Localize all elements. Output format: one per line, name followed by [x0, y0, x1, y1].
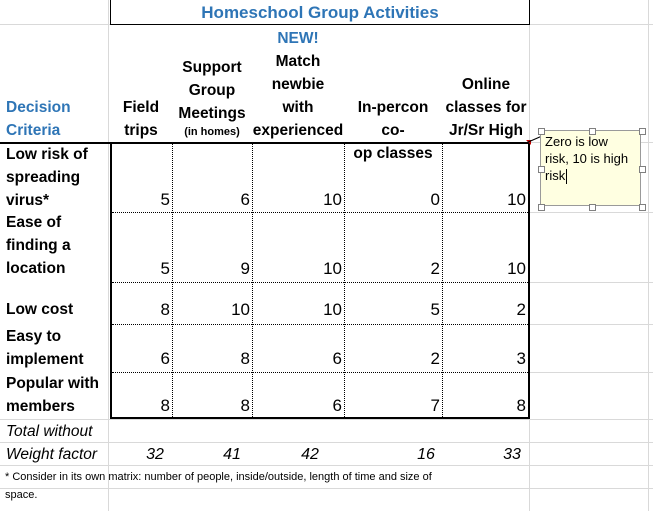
resize-handle-icon[interactable] [639, 166, 646, 173]
row-label-line: Easy to [6, 328, 62, 345]
header-support-line2: Group [188, 82, 236, 99]
header-decision-criteria[interactable]: Decision Criteria [6, 96, 106, 142]
cell-value[interactable]: 5 [160, 259, 170, 278]
resize-handle-icon[interactable] [589, 128, 596, 135]
total-label-line1: Total without [6, 423, 93, 440]
total-value[interactable]: 33 [503, 446, 521, 463]
row-label-line: members [6, 398, 75, 415]
row-label-popular[interactable]: Popular with members [6, 372, 109, 418]
comment-indicator-icon [526, 140, 531, 145]
resize-handle-icon[interactable] [538, 166, 545, 173]
resize-handle-icon[interactable] [639, 128, 646, 135]
cell-value[interactable]: 5 [430, 300, 440, 319]
header-decision-line: Decision [6, 99, 71, 116]
cell-value[interactable]: 6 [332, 396, 342, 415]
cell-value[interactable]: 2 [516, 300, 526, 319]
comment-text-line3: risk [545, 167, 636, 185]
header-field-line1: Field [122, 99, 160, 116]
header-match-line1: Match [275, 53, 321, 70]
footnote-line1: * Consider in its own matrix: number of … [5, 471, 432, 483]
footnote-line2: space. [5, 489, 38, 501]
resize-handle-icon[interactable] [589, 204, 596, 211]
text-cursor-icon [566, 169, 568, 185]
header-online-line2: classes for [445, 99, 527, 116]
row-label-easy-implement[interactable]: Easy to implement [6, 325, 109, 371]
sheet-title[interactable]: Homeschool Group Activities [110, 0, 530, 25]
row-label-line: spreading [6, 169, 81, 186]
row-label-line: implement [6, 351, 84, 368]
row-label-line: Popular with [6, 375, 99, 392]
header-match-line2: newbie [271, 76, 325, 93]
total-label[interactable]: Total without Weight factor [6, 420, 109, 466]
row-label-line: finding a [6, 237, 71, 254]
header-online-classes[interactable]: Online classes for Jr/Sr High [442, 73, 530, 142]
header-inperson-coop[interactable]: In-percon co- op classes [344, 96, 442, 165]
cell-value[interactable]: 8 [240, 349, 250, 368]
cell-value[interactable]: 7 [430, 396, 440, 415]
row-label-line: Low risk of [6, 146, 88, 163]
row-label-line: Low cost [6, 301, 74, 318]
matrix-top-rule [0, 142, 110, 144]
cell-value[interactable]: 8 [240, 396, 250, 415]
header-online-line3: Jr/Sr High [448, 122, 524, 139]
row-label-low-risk[interactable]: Low risk of spreading virus* [6, 143, 109, 212]
header-field-line2: trips [124, 122, 158, 139]
cell-value[interactable]: 6 [332, 349, 342, 368]
row-label-line: Ease of [6, 214, 62, 231]
resize-handle-icon[interactable] [538, 128, 545, 135]
cell-value[interactable]: 6 [240, 190, 250, 209]
comment-text-line3-value: risk [545, 168, 566, 183]
cell-value[interactable]: 8 [160, 396, 170, 415]
header-match-newbie[interactable]: NEW! Match newbie with experienced [252, 27, 344, 142]
cell-value[interactable]: 5 [160, 190, 170, 209]
total-label-line2: Weight factor [6, 446, 98, 463]
cell-value[interactable]: 10 [323, 259, 342, 278]
comment-text-line1: Zero is low [545, 134, 608, 149]
header-new-badge: NEW! [277, 30, 319, 47]
row-label-line: virus* [6, 192, 50, 209]
resize-handle-icon[interactable] [639, 204, 646, 211]
header-support-line4: (in homes) [184, 126, 240, 138]
footnote[interactable]: * Consider in its own matrix: number of … [5, 468, 645, 504]
comment-box[interactable]: Zero is low risk, 10 is high risk [540, 130, 641, 206]
comment-text-line2: risk, 10 is high [545, 151, 629, 166]
row-label-low-cost[interactable]: Low cost [6, 298, 109, 321]
header-support-line3: Meetings [178, 105, 246, 122]
header-field-trips[interactable]: Field trips [110, 96, 172, 142]
header-online-line1: Online [461, 76, 511, 93]
cell-value[interactable]: 8 [160, 300, 170, 319]
cell-value[interactable]: 10 [323, 190, 342, 209]
cell-value[interactable]: 10 [323, 300, 342, 319]
cell-value[interactable]: 3 [516, 349, 526, 368]
header-match-line3: with [282, 99, 314, 116]
cell-value[interactable]: 10 [507, 259, 526, 278]
comment-connector [525, 135, 543, 144]
header-support-line1: Support [182, 59, 242, 76]
decision-matrix [110, 142, 530, 419]
cell-value[interactable]: 0 [430, 190, 440, 209]
cell-value[interactable]: 2 [430, 349, 440, 368]
cell-value[interactable]: 6 [160, 349, 170, 368]
cell-value[interactable]: 10 [231, 300, 250, 319]
cell-value[interactable]: 8 [516, 396, 526, 415]
header-inperson-line2: op classes [353, 145, 433, 162]
total-value[interactable]: 32 [146, 446, 164, 463]
cell-value[interactable]: 10 [507, 190, 526, 209]
row-label-ease-location[interactable]: Ease of finding a location [6, 211, 109, 280]
resize-handle-icon[interactable] [538, 204, 545, 211]
total-value[interactable]: 41 [223, 446, 241, 463]
header-inperson-line1: In-percon co- [357, 99, 429, 139]
header-criteria-line: Criteria [6, 122, 61, 139]
cell-value[interactable]: 2 [430, 259, 440, 278]
header-support-group[interactable]: Support Group Meetings (in homes) [172, 56, 252, 139]
cell-value[interactable]: 9 [240, 259, 250, 278]
total-value[interactable]: 42 [301, 446, 319, 463]
row-label-line: location [6, 260, 66, 277]
header-match-line4: experienced [252, 122, 344, 139]
total-value[interactable]: 16 [417, 446, 435, 463]
